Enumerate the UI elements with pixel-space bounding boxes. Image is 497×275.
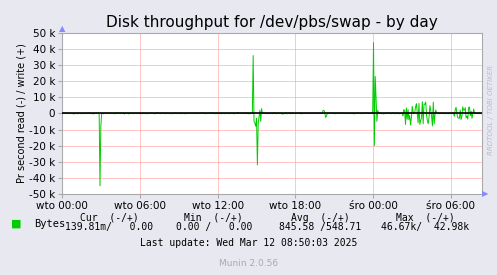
Text: 46.67k/  42.98k: 46.67k/ 42.98k: [381, 222, 469, 232]
Title: Disk throughput for /dev/pbs/swap - by day: Disk throughput for /dev/pbs/swap - by d…: [106, 15, 438, 31]
Text: Min  (-/+): Min (-/+): [184, 213, 243, 223]
Text: ▲: ▲: [59, 24, 66, 33]
Text: Max  (-/+): Max (-/+): [396, 213, 454, 223]
Y-axis label: Pr second read (-) / write (+): Pr second read (-) / write (+): [16, 43, 26, 183]
Text: 845.58 /548.71: 845.58 /548.71: [279, 222, 362, 232]
Text: 0.00 /   0.00: 0.00 / 0.00: [175, 222, 252, 232]
Text: ■: ■: [11, 219, 21, 229]
Text: Avg  (-/+): Avg (-/+): [291, 213, 350, 223]
Text: Cur  (-/+): Cur (-/+): [80, 213, 139, 223]
Text: RRDTOOL / TOBI OETIKER: RRDTOOL / TOBI OETIKER: [488, 65, 494, 155]
Text: 139.81m/   0.00: 139.81m/ 0.00: [65, 222, 154, 232]
Text: ▶: ▶: [482, 189, 489, 198]
Text: Bytes: Bytes: [34, 219, 65, 229]
Text: Last update: Wed Mar 12 08:50:03 2025: Last update: Wed Mar 12 08:50:03 2025: [140, 238, 357, 248]
Text: Munin 2.0.56: Munin 2.0.56: [219, 260, 278, 268]
